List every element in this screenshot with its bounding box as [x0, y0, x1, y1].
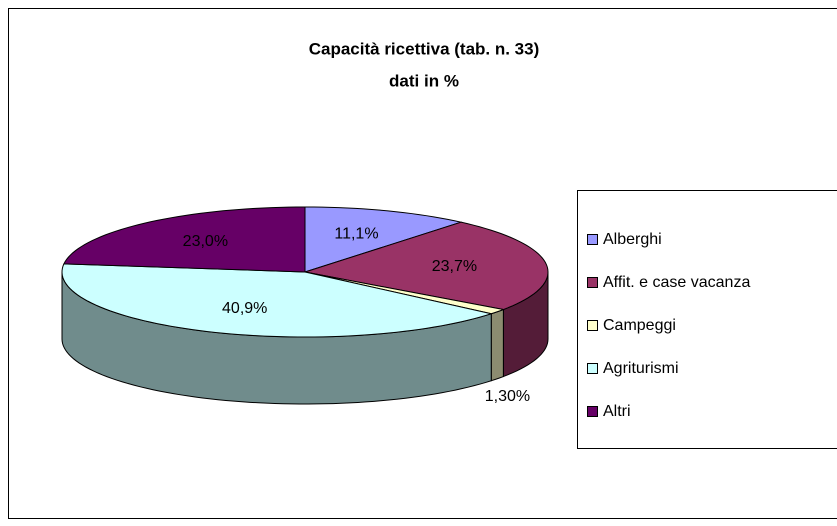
chart-title: Capacità ricettiva (tab. n. 33)	[309, 39, 540, 58]
data-label: 23,0%	[183, 233, 228, 250]
legend-swatch	[587, 277, 598, 288]
legend-label: Affit. e case vacanza	[603, 274, 750, 291]
data-label: 1,30%	[485, 388, 530, 405]
slice	[61, 263, 494, 338]
legend-label: Altri	[603, 403, 631, 420]
legend: Alberghi Affit. e case vacanza Campeggi Agr…	[587, 231, 750, 420]
data-label: 23,7%	[432, 258, 477, 275]
slice	[304, 206, 464, 273]
legend-label: Campeggi	[603, 317, 676, 334]
legend-swatch	[587, 363, 598, 374]
legend-swatch	[587, 234, 598, 245]
chart-subtitle: dati in %	[389, 71, 459, 90]
pie: 11,1% 23,7% 1,30% 40,9% 23,0%	[61, 206, 549, 405]
data-label: 40,9%	[222, 300, 267, 317]
legend-label: Agriturismi	[603, 360, 679, 377]
legend-label: Alberghi	[603, 231, 662, 248]
slice	[63, 206, 306, 273]
slice-side	[490, 308, 504, 382]
legend-swatch	[587, 406, 598, 417]
legend-swatch	[587, 320, 598, 331]
legend-box	[577, 190, 837, 449]
data-label: 11,1%	[334, 225, 378, 242]
slice	[304, 221, 549, 311]
